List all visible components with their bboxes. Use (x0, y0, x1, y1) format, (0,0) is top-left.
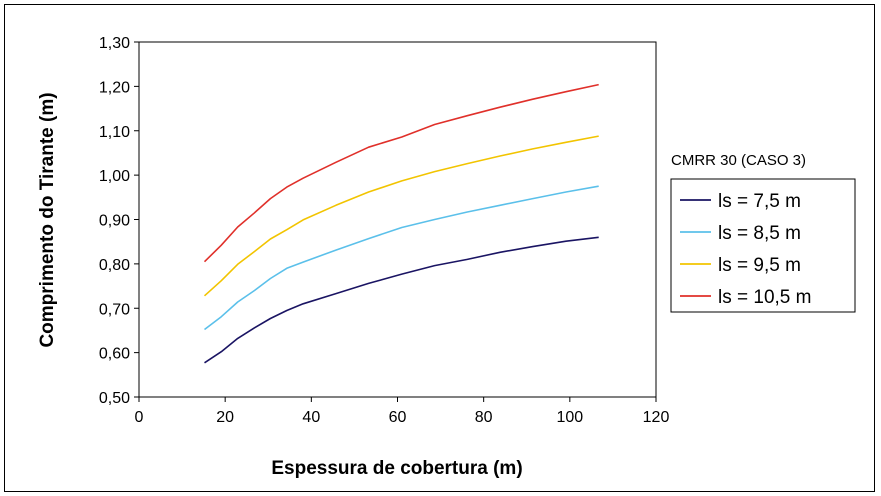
y-tick-label: 0,70 (99, 301, 130, 318)
y-axis: 0,50 0,60 0,70 0,80 0,90 1,00 1,10 1,20 1,30 (99, 35, 139, 407)
legend-label-4: ls = 10,5 m (718, 287, 811, 308)
legend-label-2: ls = 8,5 m (718, 223, 801, 244)
x-tick-label: 80 (475, 409, 493, 426)
series-line-4 (203, 83, 599, 263)
y-axis-title: Comprimento do Tirante (m) (37, 92, 58, 347)
plot-area (138, 41, 657, 398)
y-tick-label: 0,90 (99, 213, 130, 230)
y-tick-label: 1,30 (99, 35, 130, 52)
series-lines (203, 83, 599, 364)
y-tick-label: 1,20 (99, 79, 130, 96)
x-tick-label: 20 (216, 409, 234, 426)
x-tick-label: 120 (643, 409, 670, 426)
x-tick-label: 60 (389, 409, 407, 426)
legend-title: CMRR 30 (CASO 3) (671, 152, 806, 169)
y-tick-label: 0,50 (99, 390, 130, 407)
series-line-2 (204, 185, 599, 331)
y-tick-label: 1,10 (99, 124, 130, 141)
legend-label-1: ls = 7,5 m (718, 191, 801, 212)
legend: ls = 7,5 m ls = 8,5 m ls = 9,5 m ls = 10,5 … (670, 178, 856, 313)
y-tick-label: 0,80 (99, 257, 130, 274)
x-tick-label: 0 (135, 409, 144, 426)
series-line-1 (204, 236, 599, 364)
x-axis-title: Espessura de cobertura (m) (271, 458, 522, 479)
legend-box (670, 178, 856, 313)
x-tick-label: 40 (302, 409, 320, 426)
y-tick-label: 0,60 (99, 346, 130, 363)
y-tick-label: 1,00 (99, 168, 130, 185)
series-line-3 (203, 135, 599, 297)
x-tick-label: 100 (556, 409, 583, 426)
chart-frame (4, 4, 875, 492)
x-axis: 0 20 40 60 80 100 120 (135, 397, 670, 426)
legend-label-3: ls = 9,5 m (718, 255, 801, 276)
